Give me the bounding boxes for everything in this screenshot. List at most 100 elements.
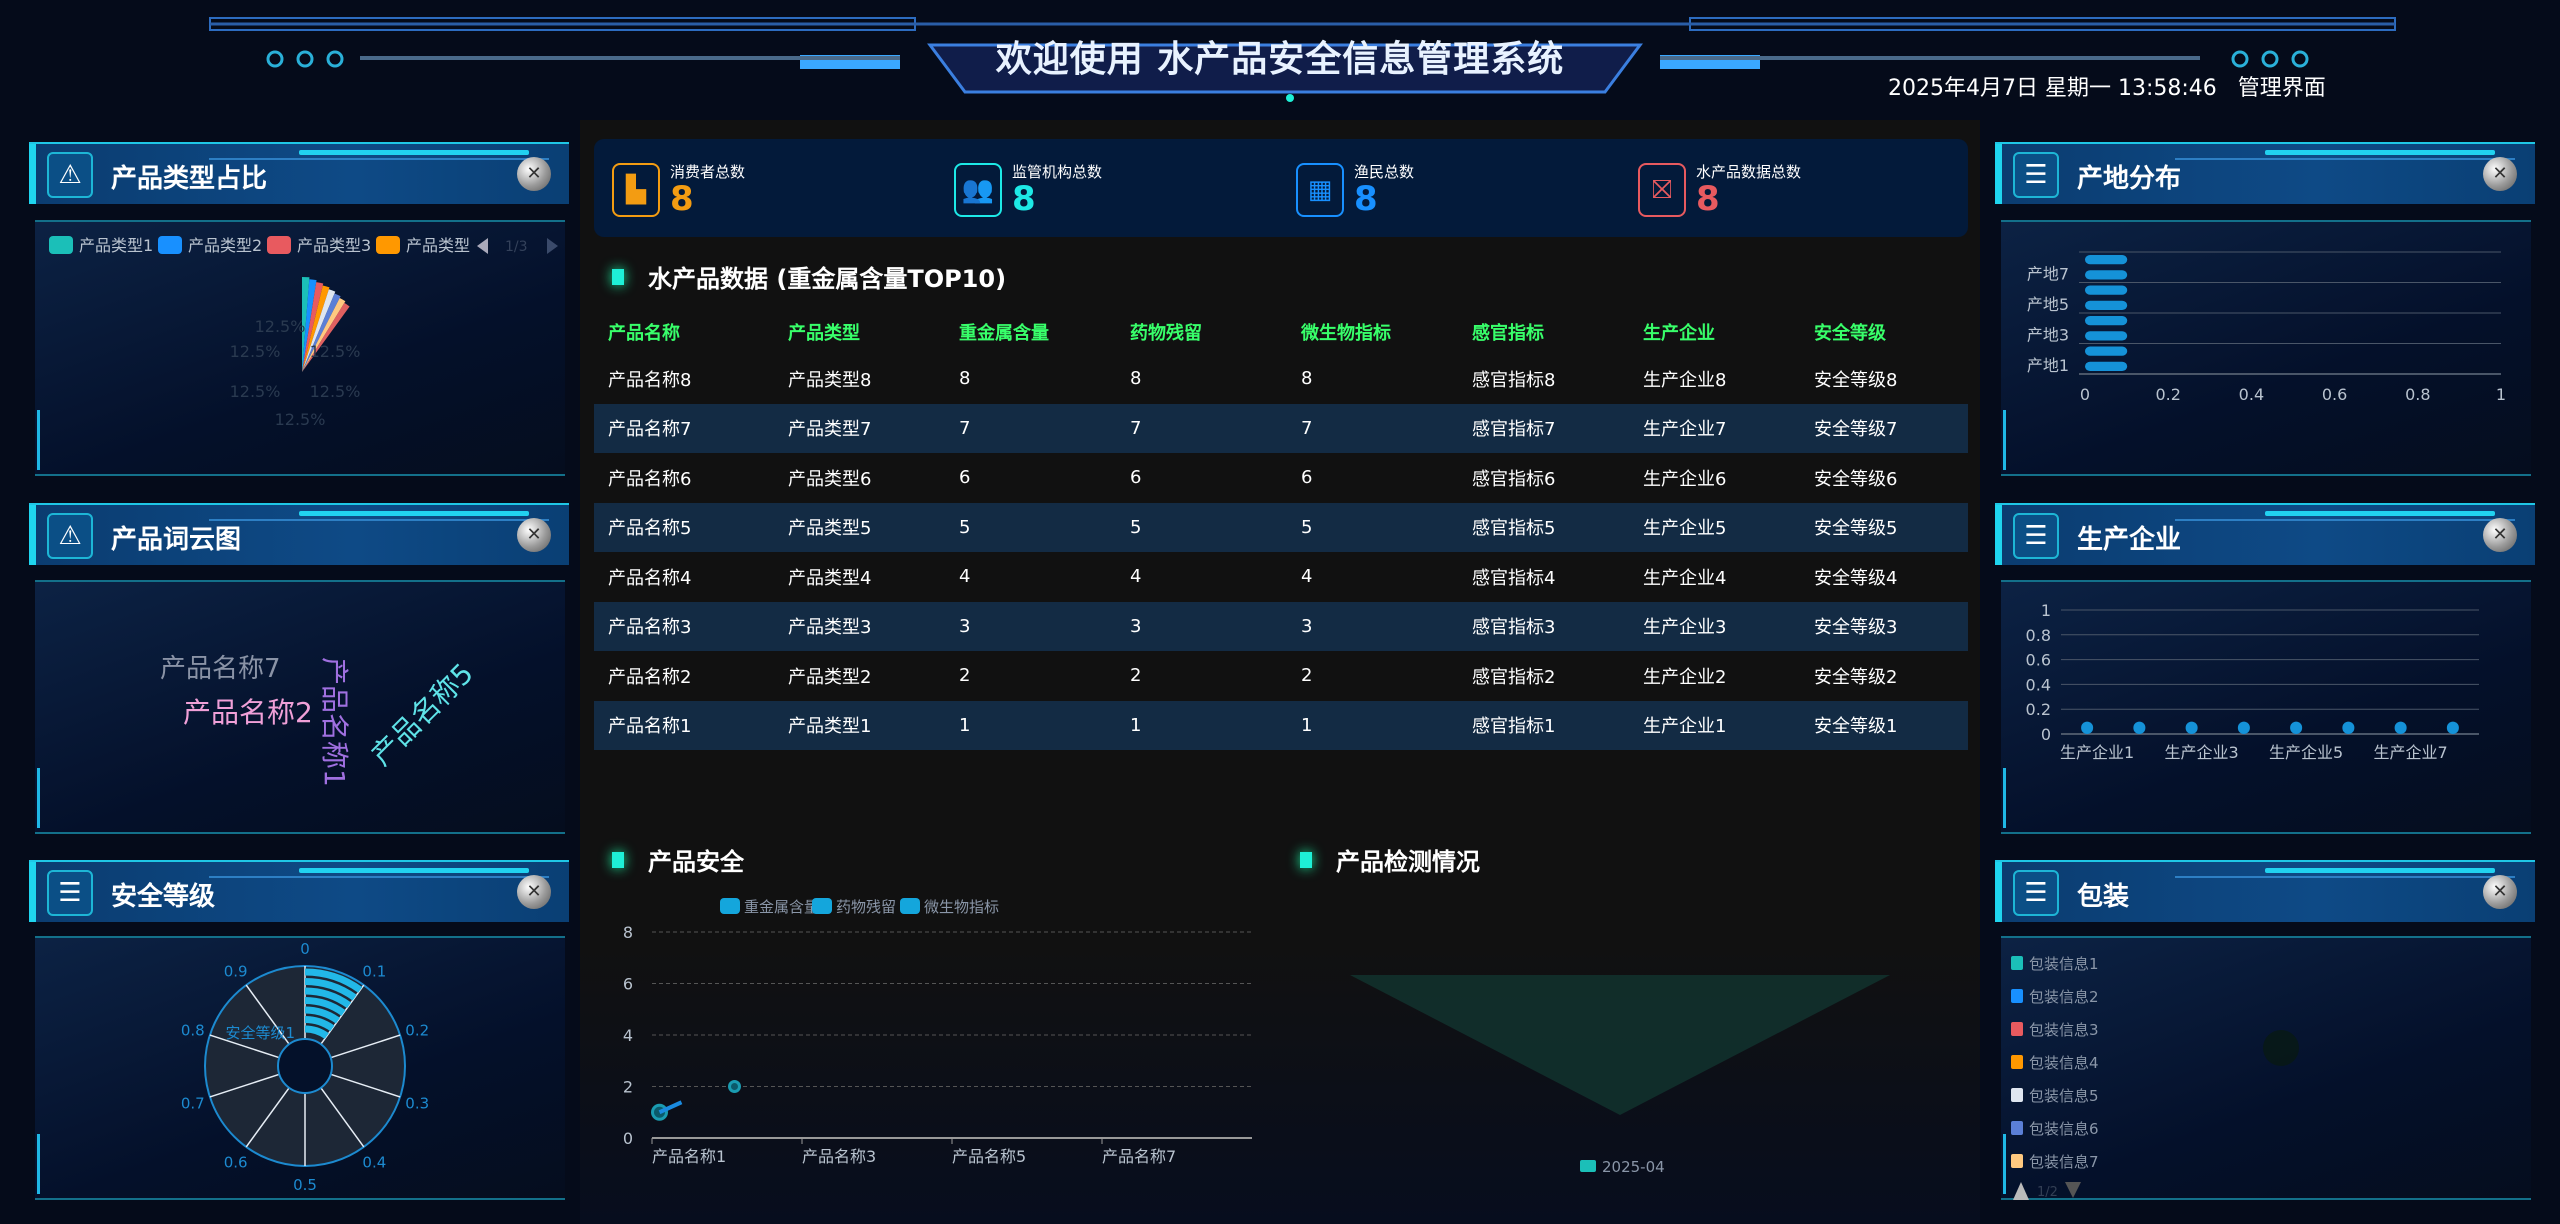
legend-swatch[interactable] xyxy=(2011,1154,2023,1168)
legend-item[interactable]: 微生物指标 xyxy=(924,898,999,916)
polar-bar[interactable] xyxy=(304,968,363,993)
column-header[interactable]: 安全等级 xyxy=(1814,323,1886,344)
x-tick-label: 0.6 xyxy=(2322,385,2347,404)
legend-item[interactable]: 包装信息6 xyxy=(2029,1120,2099,1138)
column-header[interactable]: 重金属含量 xyxy=(959,323,1049,344)
pie-slice[interactable] xyxy=(302,277,310,372)
table-cell: 4 xyxy=(1130,566,1142,588)
legend-prev-icon[interactable] xyxy=(477,238,488,254)
bar[interactable] xyxy=(2085,316,2128,326)
legend-item[interactable]: 产品类型3 xyxy=(297,236,371,255)
legend-swatch[interactable] xyxy=(2011,1088,2023,1102)
polar-bar[interactable] xyxy=(304,1025,329,1040)
word[interactable]: 产品名称7 xyxy=(160,654,281,684)
funnel-segment[interactable] xyxy=(1350,975,1890,1115)
slice-label: 12.5% xyxy=(255,317,306,336)
bar[interactable] xyxy=(2085,270,2128,280)
legend-prev-icon[interactable] xyxy=(2013,1182,2029,1200)
legend-item[interactable]: 产品类型2 xyxy=(188,236,262,255)
legend-swatch[interactable] xyxy=(376,236,400,254)
table-row[interactable]: 产品名称5 产品类型5 5 5 5 感官指标5 生产企业5 安全等级5 xyxy=(594,502,1968,552)
bar[interactable] xyxy=(2085,300,2128,310)
legend-next-icon[interactable] xyxy=(2065,1182,2081,1198)
legend-swatch[interactable] xyxy=(2011,1022,2023,1036)
legend-item[interactable]: 包装信息2 xyxy=(2029,988,2099,1006)
legend-swatch[interactable] xyxy=(720,898,740,914)
legend-swatch[interactable] xyxy=(2011,1121,2023,1135)
polar-bar[interactable] xyxy=(304,997,346,1016)
legend-swatch[interactable] xyxy=(158,236,182,254)
legend-swatch[interactable] xyxy=(49,236,73,254)
word[interactable]: 产品名称2 xyxy=(183,696,313,729)
legend-swatch[interactable] xyxy=(900,898,920,914)
legend-item[interactable]: 包装信息4 xyxy=(2029,1054,2099,1072)
column-header[interactable]: 感官指标 xyxy=(1472,323,1544,344)
admin-link[interactable]: 管理界面 xyxy=(2237,76,2326,101)
column-header[interactable]: 产品名称 xyxy=(608,323,680,344)
bar[interactable] xyxy=(2085,361,2128,371)
pie-slice[interactable] xyxy=(302,293,341,372)
legend-swatch[interactable] xyxy=(812,898,832,914)
settings-knob-icon[interactable]: ✕ xyxy=(2483,518,2517,552)
bar[interactable] xyxy=(2081,721,2094,734)
table-row[interactable]: 产品名称6 产品类型6 6 6 6 感官指标6 生产企业6 安全等级6 xyxy=(594,453,1968,503)
polar-bar[interactable] xyxy=(304,987,352,1009)
word[interactable]: 产品名称1 xyxy=(318,657,351,787)
pie-slice[interactable] xyxy=(302,298,346,372)
settings-knob-icon[interactable]: ✕ xyxy=(517,518,551,552)
column-header[interactable]: 药物残留 xyxy=(1130,323,1202,344)
legend-swatch[interactable] xyxy=(267,236,291,254)
polar-bar[interactable] xyxy=(304,1016,335,1032)
column-header[interactable]: 生产企业 xyxy=(1643,323,1715,344)
bar[interactable] xyxy=(2342,721,2355,734)
legend-item[interactable]: 包装信息1 xyxy=(2029,955,2099,973)
legend-next-icon[interactable] xyxy=(547,238,558,254)
legend-item[interactable]: 包装信息7 xyxy=(2029,1153,2099,1171)
data-point[interactable] xyxy=(728,1080,741,1093)
legend-item[interactable]: 包装信息3 xyxy=(2029,1021,2099,1039)
pie-slice[interactable] xyxy=(302,289,336,372)
bar[interactable] xyxy=(2290,721,2303,734)
settings-knob-icon[interactable]: ✕ xyxy=(517,157,551,191)
polar-bar[interactable] xyxy=(304,978,357,1001)
bar[interactable] xyxy=(2085,255,2128,265)
bar[interactable] xyxy=(2394,721,2407,734)
bar[interactable] xyxy=(2085,331,2128,341)
legend-item[interactable]: 重金属含量 xyxy=(744,898,819,916)
word[interactable]: 产品名称5 xyxy=(365,657,480,772)
legend-item[interactable]: 药物残留 xyxy=(836,898,896,916)
column-header[interactable]: 微生物指标 xyxy=(1301,323,1391,344)
panel-body: 产品类型1 产品类型2 产品类型3 产品类型 1/3 12.5% 12.5% 12.5% 12.… xyxy=(35,220,565,476)
pie-slice[interactable] xyxy=(302,302,350,372)
table-row[interactable]: 产品名称8 产品类型8 8 8 8 感官指标8 生产企业8 安全等级8 xyxy=(594,354,1968,404)
bar[interactable] xyxy=(2085,285,2128,295)
table-row[interactable]: 产品名称4 产品类型4 4 4 4 感官指标4 生产企业4 安全等级4 xyxy=(594,552,1968,602)
polar-bar[interactable] xyxy=(304,1006,340,1024)
bar[interactable] xyxy=(2237,721,2250,734)
settings-knob-icon[interactable]: ✕ xyxy=(517,875,551,909)
bar[interactable] xyxy=(2085,346,2128,356)
bar[interactable] xyxy=(2446,721,2459,734)
table-row[interactable]: 产品名称3 产品类型3 3 3 3 感官指标3 生产企业3 安全等级3 xyxy=(594,601,1968,651)
legend-swatch[interactable] xyxy=(1580,1160,1596,1172)
pie-slice[interactable] xyxy=(302,279,317,372)
legend-item[interactable]: 包装信息5 xyxy=(2029,1087,2099,1105)
legend-item[interactable]: 产品类型 xyxy=(406,236,470,255)
settings-knob-icon[interactable]: ✕ xyxy=(2483,157,2517,191)
legend-swatch[interactable] xyxy=(2011,1055,2023,1069)
bar[interactable] xyxy=(2185,721,2198,734)
pie-slice[interactable] xyxy=(302,285,330,372)
table-row[interactable]: 产品名称7 产品类型7 7 7 7 感官指标7 生产企业7 安全等级7 xyxy=(594,403,1968,453)
bar[interactable] xyxy=(2133,721,2146,734)
pie-slice[interactable] xyxy=(302,282,324,372)
polar-gridline xyxy=(320,984,365,1045)
column-header[interactable]: 产品类型 xyxy=(788,323,860,344)
legend-item[interactable]: 产品类型1 xyxy=(79,236,153,255)
legend-swatch[interactable] xyxy=(2011,989,2023,1003)
legend-item[interactable]: 2025-04 xyxy=(1602,1158,1665,1176)
table-row[interactable]: 产品名称2 产品类型2 2 2 2 感官指标2 生产企业2 安全等级2 xyxy=(594,651,1968,701)
legend-swatch[interactable] xyxy=(2011,956,2023,970)
x-tick-label: 生产企业5 xyxy=(2269,743,2343,762)
settings-knob-icon[interactable]: ✕ xyxy=(2483,875,2517,909)
table-row[interactable]: 产品名称1 产品类型1 1 1 1 感官指标1 生产企业1 安全等级1 xyxy=(594,700,1968,750)
